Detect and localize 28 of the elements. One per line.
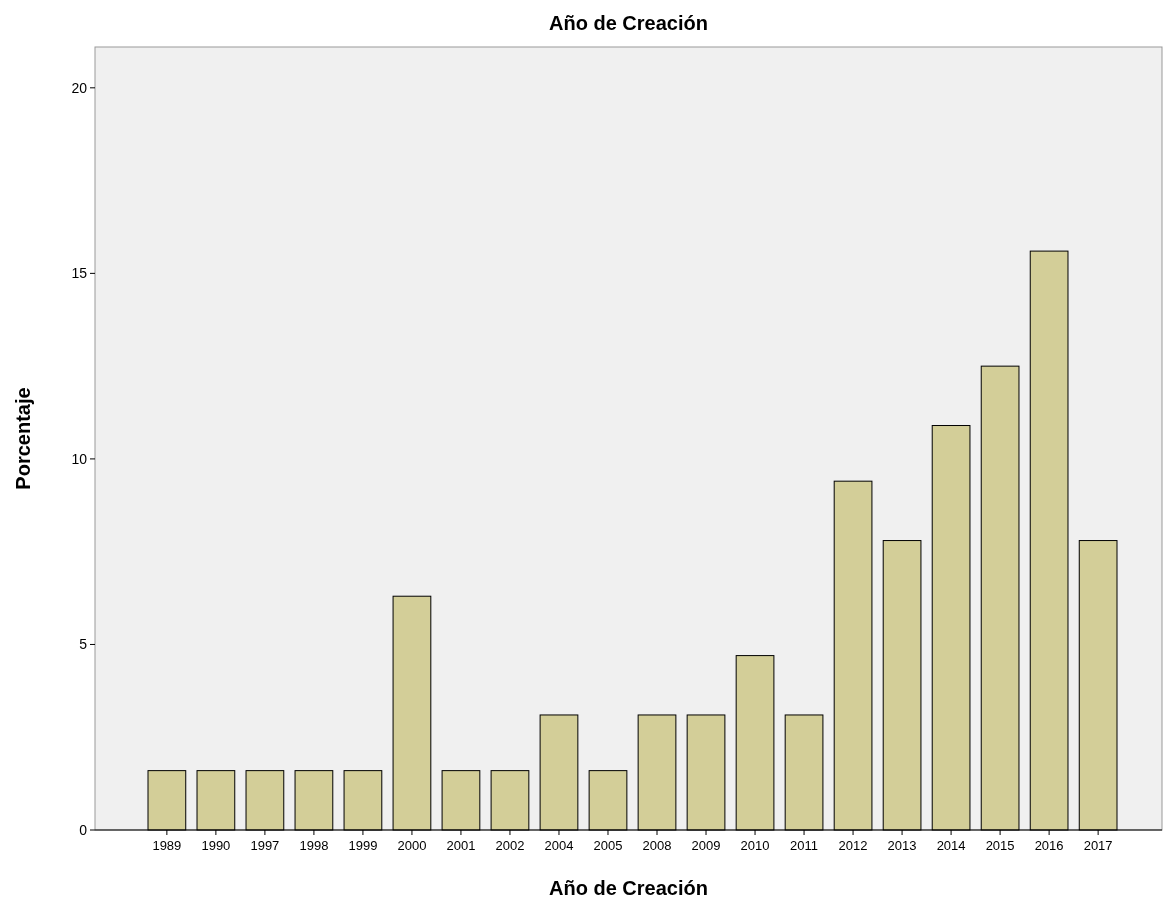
y-tick-label: 20 xyxy=(71,79,88,96)
x-tick-label: 2011 xyxy=(790,838,819,853)
x-tick-label: 2015 xyxy=(985,838,1015,853)
y-tick-label: 0 xyxy=(79,821,88,838)
y-tick-label: 10 xyxy=(71,450,88,467)
x-tick-label: 2010 xyxy=(740,838,770,853)
x-tick-label: 2012 xyxy=(838,838,868,853)
x-tick-label: 2016 xyxy=(1034,838,1064,853)
x-tick-label: 2005 xyxy=(593,838,623,853)
x-tick-label: 1997 xyxy=(250,838,280,853)
x-axis-title: Año de Creación xyxy=(549,877,708,899)
x-tick-label: 2009 xyxy=(691,838,721,853)
x-tick-label: 2001 xyxy=(446,838,476,853)
y-axis-title: Porcentaje xyxy=(12,387,34,490)
x-tick-label: 2014 xyxy=(936,838,966,853)
y-tick-label: 5 xyxy=(79,636,88,653)
x-tick-label: 1998 xyxy=(299,838,329,853)
x-tick-label: 2017 xyxy=(1083,838,1113,853)
x-tick-label: 2000 xyxy=(397,838,427,853)
x-tick-label: 2013 xyxy=(887,838,917,853)
x-tick-label: 2004 xyxy=(544,838,574,853)
chart-title: Año de Creación xyxy=(549,12,708,34)
x-tick-label: 1990 xyxy=(201,838,231,853)
y-tick-label: 15 xyxy=(71,265,88,282)
x-tick-label: 1999 xyxy=(348,838,378,853)
x-tick-label: 1989 xyxy=(152,838,182,853)
x-tick-label: 2002 xyxy=(495,838,525,853)
x-tick-label: 2008 xyxy=(642,838,672,853)
